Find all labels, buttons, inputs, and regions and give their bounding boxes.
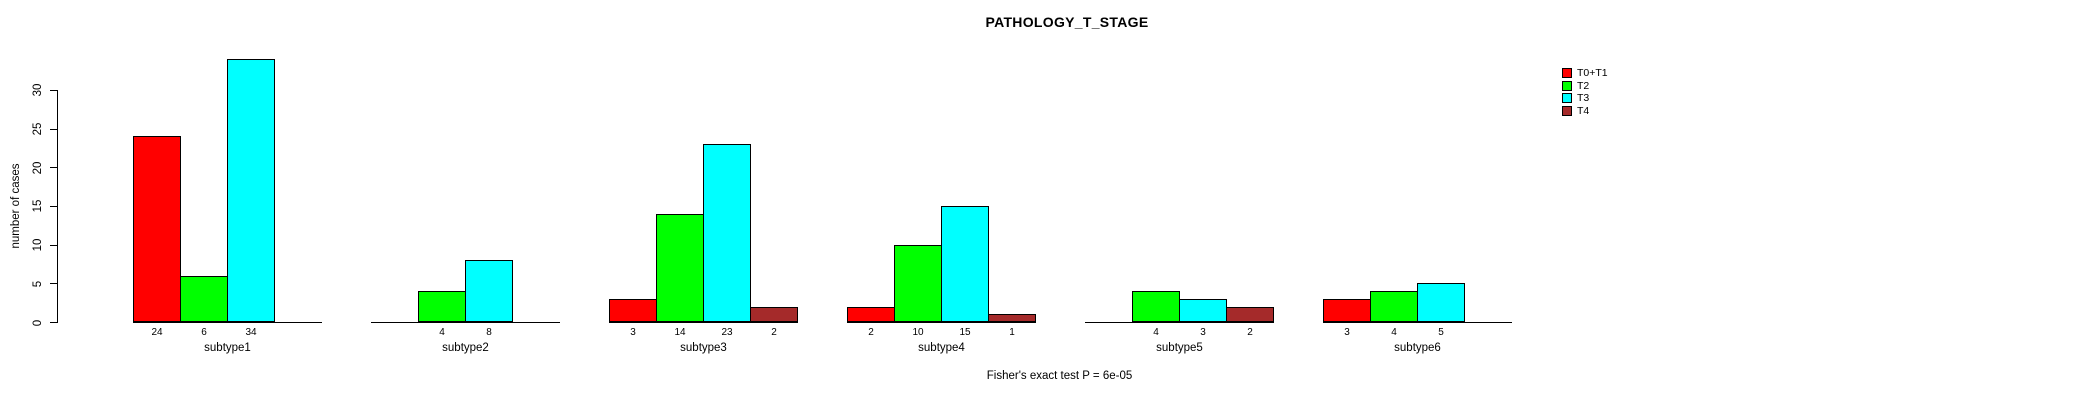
group-baseline [847, 322, 1036, 323]
bar-subtype1-t0-t1 [133, 136, 181, 322]
bar-value-label-subtype2-t3: 8 [486, 327, 492, 338]
legend-swatch-icon [1562, 80, 1572, 91]
bar-value-label-subtype4-t2: 10 [912, 327, 924, 338]
bar-value-label-subtype6-t0-t1: 3 [1344, 327, 1350, 338]
y-tick [50, 244, 57, 246]
y-tick [50, 283, 57, 285]
bar-subtype3-t0-t1 [609, 299, 657, 322]
group-baseline [133, 322, 322, 323]
legend-label: T0+T1 [1577, 67, 1608, 79]
legend-row-t0-t1: T0+T1 [1562, 67, 1608, 80]
legend-row-t2: T2 [1562, 80, 1608, 93]
legend-swatch-icon [1562, 93, 1572, 104]
legend-label: T3 [1577, 92, 1590, 104]
group-baseline [371, 322, 560, 323]
y-axis-line [57, 89, 58, 323]
legend-row-t3: T3 [1562, 92, 1608, 105]
bar-subtype6-t0-t1 [1323, 299, 1371, 322]
y-tick-label: 30 [32, 83, 44, 97]
category-label-subtype6: subtype6 [1394, 342, 1441, 354]
category-label-subtype1: subtype1 [204, 342, 251, 354]
group-baseline [609, 322, 798, 323]
y-axis-label: number of cases [10, 163, 22, 249]
y-tick-label: 10 [32, 238, 44, 252]
y-tick-label: 0 [32, 319, 44, 326]
y-tick-label: 20 [32, 161, 44, 175]
bar-value-label-subtype3-t4: 2 [771, 327, 777, 338]
bar-subtype4-t2 [894, 245, 942, 322]
bar-value-label-subtype5-t2: 4 [1153, 327, 1159, 338]
bar-value-label-subtype3-t3: 23 [721, 327, 733, 338]
bar-value-label-subtype1-t0-t1: 24 [151, 327, 163, 338]
bar-subtype3-t3 [703, 144, 751, 322]
bar-value-label-subtype4-t4: 1 [1009, 327, 1015, 338]
legend-label: T2 [1577, 79, 1590, 92]
bar-subtype1-t3 [227, 59, 275, 322]
bar-subtype5-t3 [1179, 299, 1227, 322]
bar-value-label-subtype3-t0-t1: 3 [630, 327, 636, 338]
bar-value-label-subtype1-t2: 6 [201, 327, 207, 338]
bar-subtype4-t0-t1 [847, 307, 895, 322]
bar-value-label-subtype4-t0-t1: 2 [868, 327, 874, 338]
bar-value-label-subtype2-t2: 4 [439, 327, 445, 338]
category-label-subtype5: subtype5 [1156, 342, 1203, 354]
bar-subtype3-t2 [656, 214, 704, 322]
category-label-subtype4: subtype4 [918, 342, 965, 354]
bar-value-label-subtype5-t3: 3 [1200, 327, 1206, 338]
y-tick [50, 167, 57, 169]
y-tick [50, 89, 57, 91]
bar-subtype6-t3 [1417, 283, 1465, 322]
y-tick-label: 5 [32, 280, 44, 287]
y-tick [50, 205, 57, 207]
fisher-test-annotation: Fisher's exact test P = 6e-05 [986, 370, 1133, 382]
bar-subtype1-t2 [180, 276, 228, 322]
bar-value-label-subtype5-t4: 2 [1247, 327, 1253, 338]
legend-swatch-icon [1562, 68, 1572, 79]
group-baseline [1323, 322, 1512, 323]
y-tick-label: 25 [32, 122, 44, 136]
bar-value-label-subtype3-t2: 14 [674, 327, 686, 338]
bar-value-label-subtype4-t3: 15 [959, 327, 971, 338]
bar-subtype5-t2 [1132, 291, 1180, 322]
legend: T0+T1 T2 T3 T4 [1562, 67, 1608, 117]
bar-value-label-subtype6-t3: 5 [1438, 327, 1444, 338]
chart-title: PATHOLOGY_T_STAGE [985, 14, 1149, 30]
bar-subtype4-t4 [988, 314, 1036, 322]
bar-value-label-subtype1-t3: 34 [245, 327, 257, 338]
bar-value-label-subtype6-t2: 4 [1391, 327, 1397, 338]
bar-subtype2-t2 [418, 291, 466, 322]
bar-subtype6-t2 [1370, 291, 1418, 322]
bar-subtype3-t4 [750, 307, 798, 322]
legend-swatch-icon [1562, 105, 1572, 116]
group-baseline [1085, 322, 1274, 323]
bar-subtype2-t3 [465, 260, 513, 322]
category-label-subtype2: subtype2 [442, 342, 489, 354]
legend-label: T4 [1577, 104, 1590, 117]
y-tick [50, 128, 57, 130]
y-tick [50, 322, 57, 323]
bar-subtype5-t4 [1226, 307, 1274, 322]
y-tick-label: 15 [32, 199, 44, 213]
category-label-subtype3: subtype3 [680, 342, 727, 354]
bar-subtype4-t3 [941, 206, 989, 322]
legend-row-t4: T4 [1562, 105, 1608, 118]
